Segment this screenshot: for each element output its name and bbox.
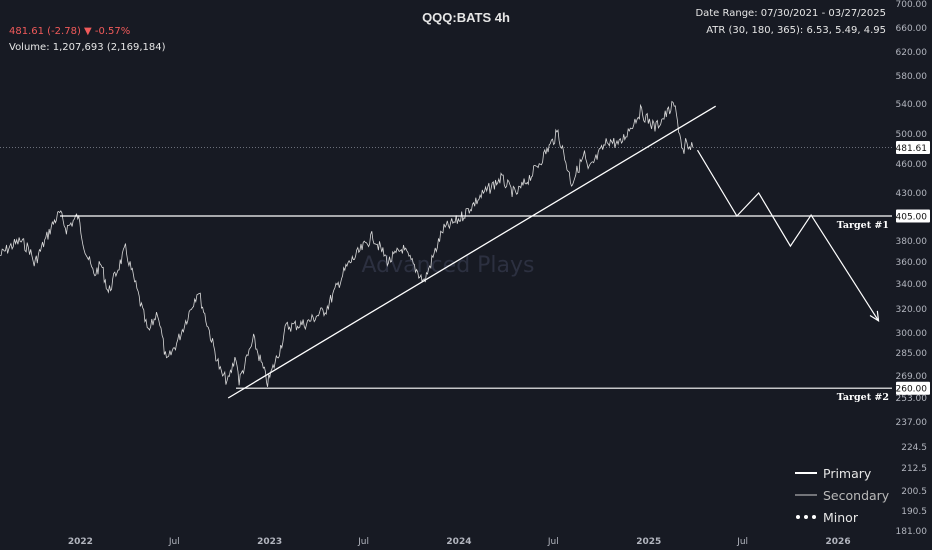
x-tick-label: Jul bbox=[547, 537, 559, 547]
y-tick-label: 320.00 bbox=[896, 305, 928, 315]
y-tick-label: 190.5 bbox=[901, 507, 927, 517]
price-tag-box bbox=[896, 209, 930, 223]
price-tag-box bbox=[896, 140, 930, 154]
y-tick-label: 181.00 bbox=[896, 527, 928, 537]
x-tick-label: 2023 bbox=[257, 537, 282, 547]
watermark: Advanced Plays bbox=[361, 253, 534, 278]
y-tick-label: 212.5 bbox=[901, 464, 927, 474]
y-tick-label: 340.00 bbox=[896, 280, 928, 290]
projection-arrowhead bbox=[869, 310, 880, 322]
y-tick-label: 380.00 bbox=[896, 237, 928, 247]
x-tick-label: 2022 bbox=[68, 537, 93, 547]
y-tick-label: 460.00 bbox=[896, 160, 928, 170]
legend-item-minor: Minor bbox=[795, 506, 889, 528]
price-tag-label: 405.00 bbox=[896, 213, 928, 223]
price-series bbox=[0, 100, 694, 387]
projection-path bbox=[696, 149, 880, 322]
secondary-swatch bbox=[795, 494, 817, 496]
y-tick-label: 430.00 bbox=[896, 189, 928, 199]
x-tick-label: 2025 bbox=[636, 537, 661, 547]
target-label-2: Target #2 bbox=[837, 392, 889, 403]
x-tick-label: 2026 bbox=[826, 537, 851, 547]
target-label-1: Target #1 bbox=[837, 220, 889, 231]
legend-item-secondary: Secondary bbox=[795, 484, 889, 506]
trendline bbox=[227, 105, 717, 399]
wave-legend: Primary Secondary Minor bbox=[795, 462, 889, 528]
x-tick-label: 2024 bbox=[446, 537, 471, 547]
volume-readout: Volume: 1,207,693 (2,169,184) bbox=[9, 42, 166, 53]
legend-label-secondary: Secondary bbox=[823, 487, 890, 503]
y-tick-label: 200.5 bbox=[901, 487, 927, 497]
y-tick-label: 500.00 bbox=[896, 130, 928, 140]
atr-readout: ATR (30, 180, 365): 6.53, 5.49, 4.95 bbox=[706, 25, 886, 36]
price-tag-label: 481.61 bbox=[896, 144, 928, 154]
y-tick-label: 620.00 bbox=[896, 48, 928, 58]
x-tick-label: Jul bbox=[357, 537, 369, 547]
y-tick-label: 224.5 bbox=[901, 443, 927, 453]
x-tick-label: Jul bbox=[168, 537, 180, 547]
legend-item-primary: Primary bbox=[795, 462, 889, 484]
minor-swatch bbox=[796, 515, 816, 519]
price-tag-label: 260.00 bbox=[896, 385, 928, 395]
ohlc-readout: 481.61 (-2.78) ▼ -0.57% bbox=[9, 26, 131, 37]
x-tick-label: Jul bbox=[736, 537, 748, 547]
price-tag-box bbox=[896, 381, 930, 395]
date-range-readout: Date Range: 07/30/2021 - 03/27/2025 bbox=[695, 8, 886, 19]
y-tick-label: 540.00 bbox=[896, 100, 928, 110]
legend-label-minor: Minor bbox=[823, 509, 858, 525]
y-tick-label: 660.00 bbox=[896, 24, 928, 34]
y-tick-label: 580.00 bbox=[896, 72, 928, 82]
y-tick-label: 237.00 bbox=[896, 418, 928, 428]
y-tick-label: 300.00 bbox=[896, 329, 928, 339]
primary-swatch bbox=[795, 472, 817, 474]
y-tick-label: 360.00 bbox=[896, 258, 928, 268]
y-tick-label: 285.00 bbox=[896, 349, 928, 359]
legend-label-primary: Primary bbox=[823, 465, 872, 481]
y-tick-label: 269.00 bbox=[896, 372, 928, 382]
y-tick-label: 700.00 bbox=[896, 0, 928, 10]
chart-title: QQQ:BATS 4h bbox=[422, 10, 510, 25]
y-tick-label: 253.00 bbox=[896, 394, 928, 404]
